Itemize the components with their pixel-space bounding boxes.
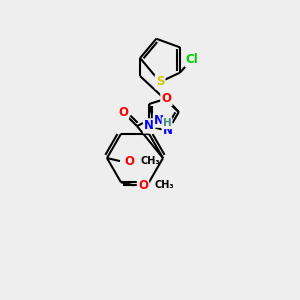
Text: O: O — [161, 92, 171, 105]
Text: N: N — [154, 114, 164, 127]
Text: N: N — [163, 124, 173, 137]
Text: O: O — [118, 106, 128, 118]
Text: H: H — [163, 118, 171, 128]
Text: O: O — [124, 154, 134, 168]
Text: N: N — [144, 119, 154, 132]
Text: O: O — [138, 179, 148, 192]
Text: CH₃: CH₃ — [141, 156, 161, 166]
Text: S: S — [156, 75, 164, 88]
Text: CH₃: CH₃ — [155, 180, 175, 190]
Text: Cl: Cl — [186, 53, 198, 66]
